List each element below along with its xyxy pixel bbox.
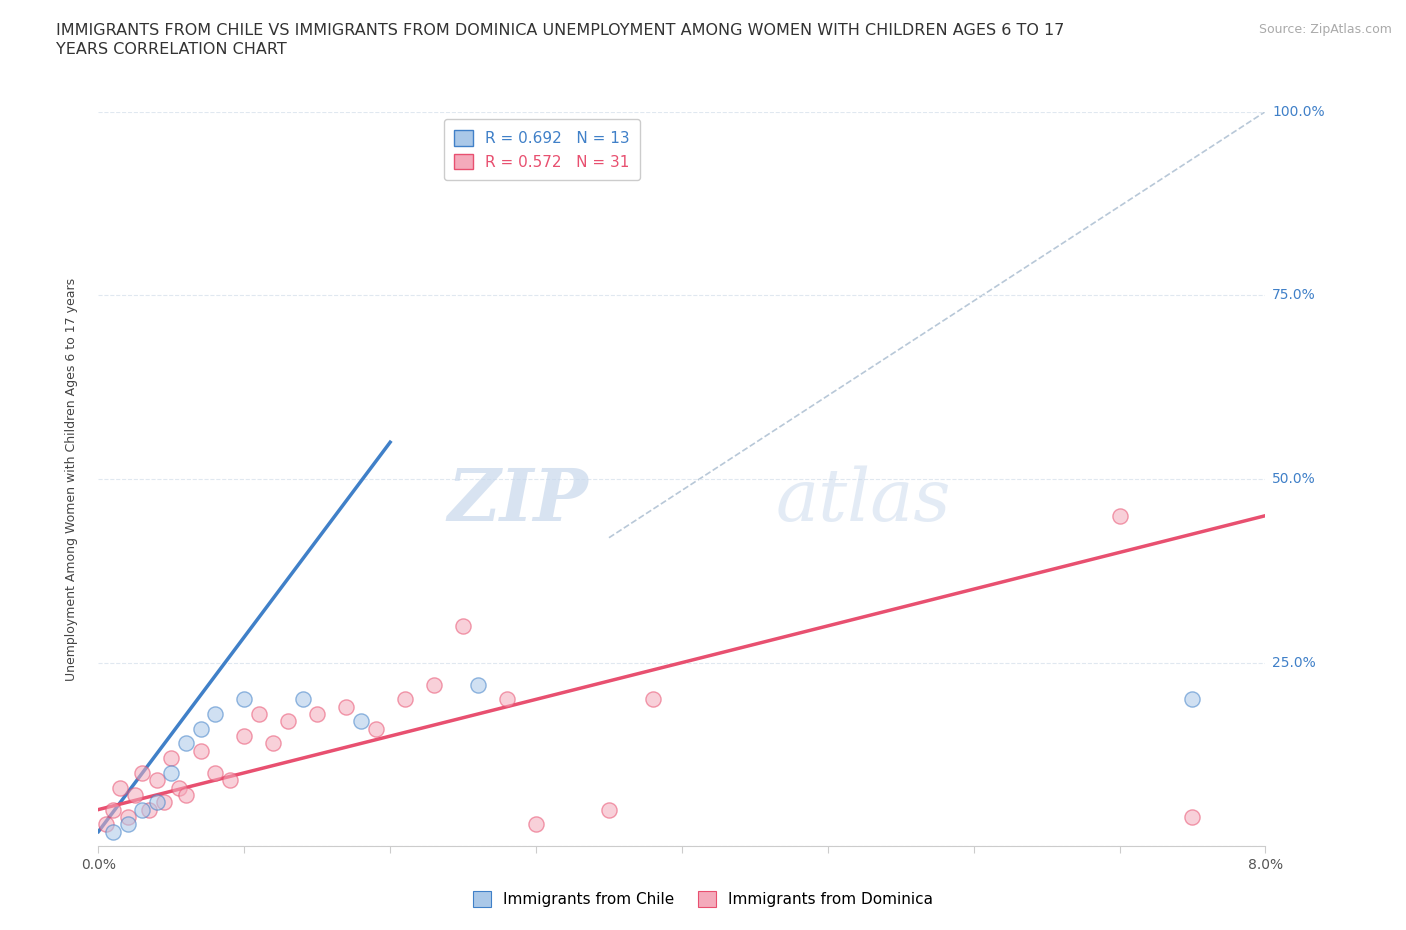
- Point: [451, 618, 474, 633]
- Point: [174, 736, 197, 751]
- Point: [641, 692, 664, 707]
- Point: [131, 765, 153, 780]
- Point: [394, 692, 416, 707]
- Point: [247, 707, 270, 722]
- Text: 100.0%: 100.0%: [1272, 104, 1324, 119]
- Point: [117, 809, 139, 824]
- Point: [218, 773, 240, 788]
- Point: [1108, 508, 1130, 523]
- Point: [101, 824, 124, 839]
- Point: [233, 729, 256, 744]
- Point: [204, 765, 226, 780]
- Point: [190, 743, 212, 758]
- Point: [598, 802, 620, 817]
- Point: [204, 707, 226, 722]
- Legend: R = 0.692   N = 13, R = 0.572   N = 31: R = 0.692 N = 13, R = 0.572 N = 31: [443, 119, 640, 180]
- Text: atlas: atlas: [775, 466, 950, 537]
- Point: [291, 692, 314, 707]
- Y-axis label: Unemployment Among Women with Children Ages 6 to 17 years: Unemployment Among Women with Children A…: [65, 277, 77, 681]
- Point: [101, 802, 124, 817]
- Point: [1181, 692, 1204, 707]
- Legend: Immigrants from Chile, Immigrants from Dominica: Immigrants from Chile, Immigrants from D…: [467, 884, 939, 913]
- Point: [277, 714, 299, 729]
- Point: [262, 736, 284, 751]
- Point: [146, 795, 169, 810]
- Point: [1181, 809, 1204, 824]
- Text: 50.0%: 50.0%: [1272, 472, 1316, 486]
- Text: Source: ZipAtlas.com: Source: ZipAtlas.com: [1258, 23, 1392, 36]
- Point: [124, 788, 146, 803]
- Point: [233, 692, 256, 707]
- Point: [117, 817, 139, 831]
- Point: [138, 802, 160, 817]
- Point: [167, 780, 190, 795]
- Point: [423, 677, 446, 692]
- Text: 25.0%: 25.0%: [1272, 656, 1316, 670]
- Text: IMMIGRANTS FROM CHILE VS IMMIGRANTS FROM DOMINICA UNEMPLOYMENT AMONG WOMEN WITH : IMMIGRANTS FROM CHILE VS IMMIGRANTS FROM…: [56, 23, 1064, 38]
- Point: [110, 780, 132, 795]
- Text: ZIP: ZIP: [447, 466, 589, 537]
- Point: [467, 677, 489, 692]
- Point: [307, 707, 329, 722]
- Point: [146, 773, 169, 788]
- Point: [496, 692, 519, 707]
- Point: [364, 722, 387, 737]
- Point: [160, 765, 183, 780]
- Point: [174, 788, 197, 803]
- Point: [335, 699, 357, 714]
- Point: [153, 795, 176, 810]
- Point: [94, 817, 117, 831]
- Text: YEARS CORRELATION CHART: YEARS CORRELATION CHART: [56, 42, 287, 57]
- Text: 75.0%: 75.0%: [1272, 288, 1316, 302]
- Point: [350, 714, 373, 729]
- Point: [131, 802, 153, 817]
- Point: [190, 722, 212, 737]
- Point: [160, 751, 183, 765]
- Point: [524, 817, 547, 831]
